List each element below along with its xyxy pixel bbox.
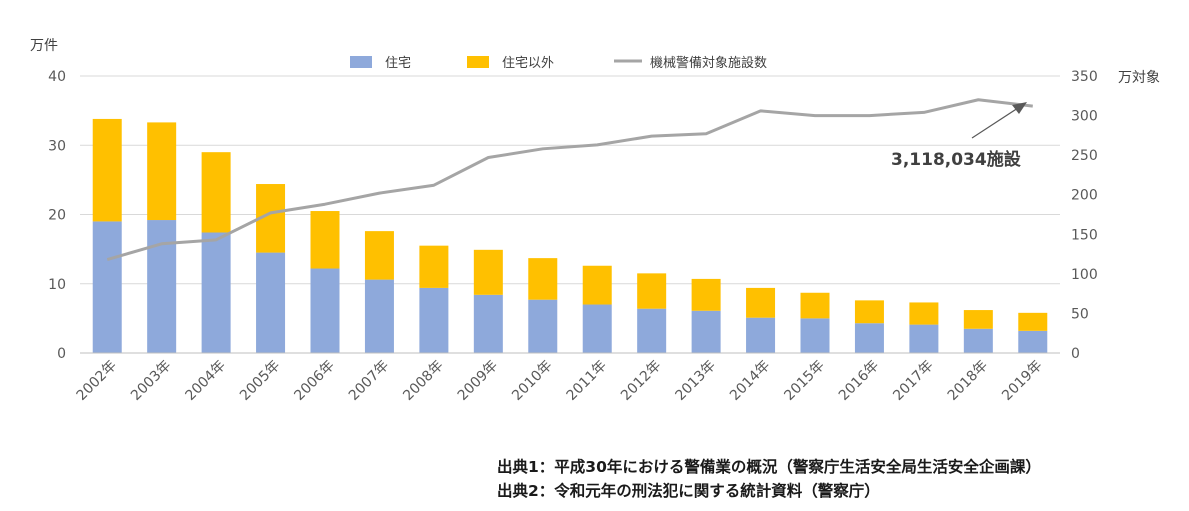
- legend: 住宅 住宅以外 機械警備対象施設数: [350, 55, 767, 71]
- x-tick-16: 2018年: [945, 358, 991, 404]
- y-right-tick-5: 250: [1071, 148, 1098, 164]
- bar-series-1-9: [582, 265, 612, 305]
- x-tick-6: 2008年: [400, 358, 446, 404]
- annotation-arrow: [971, 105, 1022, 139]
- bar-series-0-3: [256, 252, 286, 353]
- legend-swatch-series-0: [350, 56, 372, 68]
- annotation-label: 3,118,034施設: [891, 149, 1022, 170]
- x-tick-10: 2012年: [618, 358, 664, 404]
- x-tick-0: 2002年: [74, 358, 120, 404]
- legend-label-series-0: 住宅: [385, 56, 411, 71]
- bar-series-0-4: [310, 268, 340, 353]
- y-left-tick-3: 30: [48, 138, 66, 154]
- bar-series-0-11: [691, 310, 721, 353]
- x-tick-7: 2009年: [455, 358, 501, 404]
- x-tick-9: 2011年: [564, 358, 610, 404]
- bar-series-0-14: [854, 323, 884, 353]
- bar-series-0-16: [963, 328, 993, 353]
- bar-series-0-8: [528, 299, 558, 353]
- x-tick-14: 2016年: [836, 358, 882, 404]
- legend-swatch-series-1: [467, 56, 489, 68]
- line-series-path: [106, 98, 1033, 262]
- bar-series-1-16: [963, 310, 993, 329]
- bar-series-0-5: [364, 279, 394, 353]
- bar-series-1-17: [1018, 312, 1048, 331]
- x-tick-2: 2004年: [183, 358, 229, 404]
- x-tick-17: 2019年: [999, 358, 1045, 404]
- x-tick-1: 2003年: [128, 358, 174, 404]
- bar-series-0-15: [909, 324, 939, 353]
- bar-series-0-12: [746, 317, 776, 353]
- source-1: 出典1：平成30年における警備業の概況（警察庁生活安全局生活安全企画課）: [497, 458, 1041, 476]
- y-right-tick-6: 300: [1071, 109, 1098, 125]
- sources: 出典1：平成30年における警備業の概況（警察庁生活安全局生活安全企画課） 出典2…: [497, 455, 1041, 503]
- y-right-tick-3: 150: [1071, 227, 1098, 243]
- bar-series-1-11: [691, 278, 721, 311]
- bar-series-1-0: [92, 118, 122, 222]
- source-2: 出典2：令和元年の刑法犯に関する統計資料（警察庁）: [497, 482, 880, 500]
- annotation: 3,118,034施設: [891, 102, 1027, 170]
- y-left-tick-2: 20: [48, 208, 66, 224]
- bar-series-1-2: [201, 152, 231, 233]
- legend-label-series-2: 機械警備対象施設数: [650, 55, 767, 71]
- bar-series-0-7: [473, 294, 503, 353]
- y-left-tick-0: 0: [57, 346, 66, 362]
- bar-series-1-15: [909, 302, 939, 325]
- x-tick-15: 2017年: [890, 358, 936, 404]
- annotation-arrowhead: [1012, 102, 1027, 114]
- y-left-tick-4: 40: [48, 69, 66, 85]
- bars: [92, 118, 1048, 353]
- bar-series-0-2: [201, 232, 231, 353]
- bar-series-0-13: [800, 318, 830, 353]
- y-left-unit: 万件: [30, 38, 58, 54]
- bar-series-1-6: [419, 245, 449, 288]
- x-tick-8: 2010年: [509, 358, 555, 404]
- x-tick-11: 2013年: [673, 358, 719, 404]
- x-tick-4: 2006年: [291, 358, 337, 404]
- x-tick-5: 2007年: [346, 358, 392, 404]
- bar-series-1-10: [637, 273, 667, 309]
- bar-series-1-4: [310, 211, 340, 269]
- line-series: [106, 98, 1033, 262]
- bar-series-1-1: [147, 122, 177, 221]
- legend-label-series-1: 住宅以外: [502, 56, 554, 71]
- bar-series-0-6: [419, 287, 449, 353]
- y-right-unit: 万対象: [1118, 70, 1160, 86]
- bar-series-0-0: [92, 221, 122, 353]
- bar-series-0-1: [147, 220, 177, 353]
- y-right-tick-2: 100: [1071, 267, 1098, 283]
- bar-series-0-17: [1018, 330, 1048, 353]
- bar-series-1-7: [473, 249, 503, 295]
- x-tick-3: 2005年: [237, 358, 283, 404]
- y-right-tick-0: 0: [1071, 346, 1080, 362]
- y-right-tick-1: 50: [1071, 306, 1089, 322]
- bar-series-1-14: [854, 300, 884, 324]
- y-left-tick-1: 10: [48, 277, 66, 293]
- bar-series-0-10: [637, 308, 667, 353]
- x-tick-13: 2015年: [781, 358, 827, 404]
- bar-series-0-9: [582, 304, 612, 353]
- bar-series-1-12: [746, 287, 776, 318]
- bar-series-1-5: [364, 231, 394, 280]
- y-right-tick-4: 200: [1071, 188, 1098, 204]
- bar-series-1-8: [528, 258, 558, 300]
- x-tick-12: 2014年: [727, 358, 773, 404]
- bar-series-1-13: [800, 292, 830, 319]
- y-right-tick-7: 350: [1071, 69, 1098, 85]
